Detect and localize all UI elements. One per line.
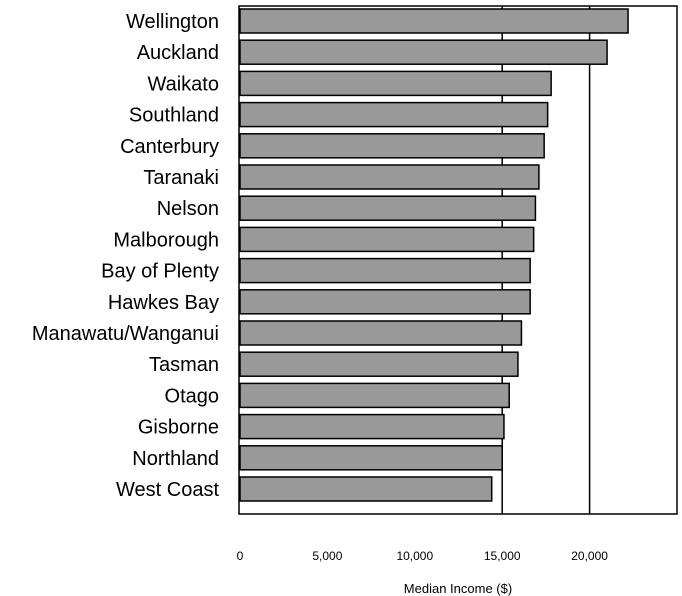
- bar-tasman: [239, 351, 519, 377]
- bar-wellington: [239, 8, 629, 34]
- bar-hawkes-bay: [239, 289, 531, 315]
- category-label: Bay of Plenty: [101, 261, 219, 283]
- category-label: Nelson: [157, 198, 219, 220]
- category-label: Hawkes Bay: [108, 292, 219, 314]
- bar-west-coast: [239, 476, 493, 502]
- bar-taranaki: [239, 164, 540, 190]
- x-tick-label: 15,000: [484, 549, 521, 563]
- bar-manawatu-wanganui: [239, 320, 523, 346]
- bar-southland: [239, 101, 549, 128]
- bar-northland: [239, 445, 503, 471]
- x-tick-label: 10,000: [396, 549, 433, 563]
- bar-nelson: [239, 195, 537, 221]
- bar-bay-of-plenty: [239, 257, 531, 284]
- x-tick-label: 5,000: [312, 549, 342, 563]
- bar-malborough: [239, 226, 535, 253]
- category-labels: Wellington Auckland Waikato Southland Canter…: [32, 11, 220, 501]
- category-label: Manawatu/Wanganui: [32, 323, 219, 345]
- category-label: Waikato: [147, 73, 219, 95]
- category-label: Southland: [129, 105, 219, 127]
- category-label: West Coast: [116, 479, 219, 501]
- category-label: Taranaki: [143, 167, 219, 189]
- x-tick-labels: 0 5,000 10,000 15,000 20,000: [237, 549, 609, 563]
- x-tick-label: 20,000: [571, 549, 608, 563]
- x-tick-label: 0: [237, 549, 244, 563]
- bars: [239, 8, 629, 502]
- bar-auckland: [239, 39, 608, 65]
- category-label: Tasman: [149, 354, 219, 376]
- category-label: Northland: [132, 448, 219, 470]
- category-label: Otago: [165, 385, 219, 407]
- bar-waikato: [239, 70, 552, 97]
- bar-canterbury: [239, 133, 545, 159]
- category-label: Auckland: [137, 42, 219, 64]
- bar-otago: [239, 382, 510, 409]
- category-label: Wellington: [126, 11, 219, 33]
- x-axis-title: Median Income ($): [404, 581, 512, 596]
- category-label: Gisborne: [138, 417, 219, 439]
- bar-gisborne: [239, 413, 505, 440]
- category-label: Canterbury: [120, 136, 219, 158]
- category-label: Malborough: [113, 229, 219, 251]
